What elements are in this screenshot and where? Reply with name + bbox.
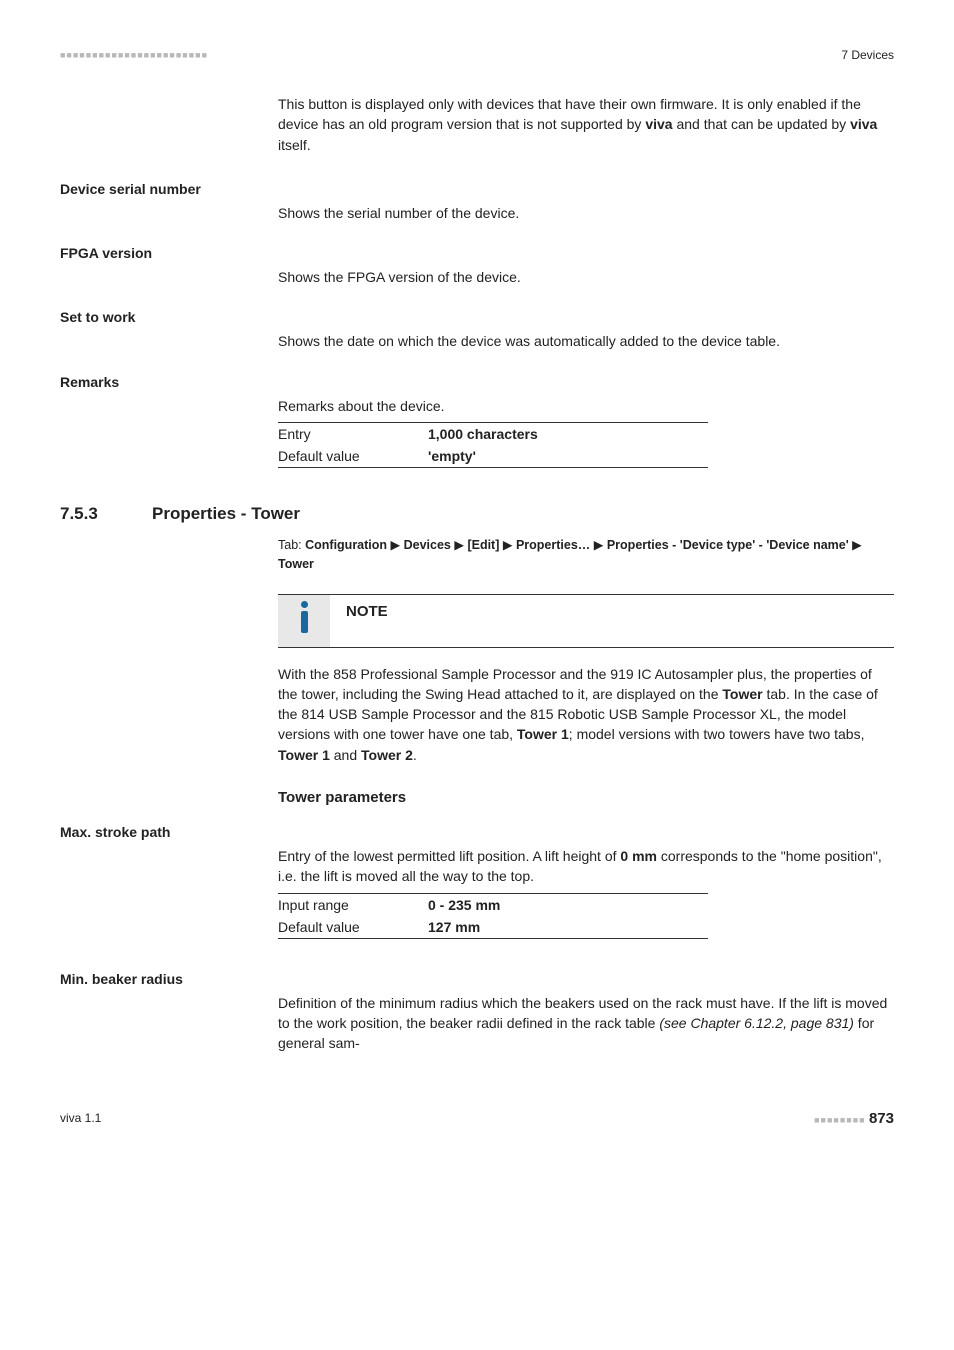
tab-path: Tab: Configuration ▶ Devices ▶ [Edit] ▶ … xyxy=(278,536,894,574)
max-stroke-default-key: Default value xyxy=(278,919,428,935)
tower-params-heading: Tower parameters xyxy=(278,789,894,806)
field-desc-device-serial xyxy=(278,179,894,197)
page-footer: viva 1.1 ■■■■■■■■ 873 xyxy=(60,1110,894,1127)
section-title: Properties - Tower xyxy=(152,504,300,524)
field-label-set-to-work: Set to work xyxy=(60,307,278,325)
field-desc-max-stroke: Entry of the lowest permitted lift posit… xyxy=(278,846,894,887)
max-stroke-table: Input range 0 - 235 mm Default value 127… xyxy=(278,893,708,939)
remarks-entry-row: Entry 1,000 characters xyxy=(278,423,708,445)
max-stroke-range-val: 0 - 235 mm xyxy=(428,897,708,913)
field-desc-device-serial-text: Shows the serial number of the device. xyxy=(278,203,894,223)
max-stroke-default-val: 127 mm xyxy=(428,919,708,935)
field-remarks: Remarks xyxy=(60,372,894,390)
field-label-device-serial: Device serial number xyxy=(60,179,278,197)
field-device-serial: Device serial number xyxy=(60,179,894,197)
remarks-default-key: Default value xyxy=(278,448,428,464)
field-label-fpga: FPGA version xyxy=(60,243,278,261)
info-icon xyxy=(278,595,330,647)
field-fpga: FPGA version xyxy=(60,243,894,261)
field-label-max-stroke: Max. stroke path xyxy=(60,822,278,840)
intro-paragraph: This button is displayed only with devic… xyxy=(278,94,894,155)
field-max-stroke: Max. stroke path xyxy=(60,822,894,840)
field-desc-remarks: Remarks about the device. xyxy=(278,396,894,416)
field-desc-set-to-work: Shows the date on which the device was a… xyxy=(278,331,894,351)
field-desc-min-beaker: Definition of the minimum radius which t… xyxy=(278,993,894,1054)
header-section-label: 7 Devices xyxy=(841,48,894,62)
footer-dashes: ■■■■■■■■ xyxy=(814,1115,866,1125)
note-label: NOTE xyxy=(330,595,894,647)
max-stroke-range-key: Input range xyxy=(278,897,428,913)
max-stroke-default-row: Default value 127 mm xyxy=(278,916,708,938)
field-label-min-beaker: Min. beaker radius xyxy=(60,969,278,987)
header-dashes: ■■■■■■■■■■■■■■■■■■■■■■■ xyxy=(60,50,208,60)
remarks-entry-key: Entry xyxy=(278,426,428,442)
remarks-default-row: Default value 'empty' xyxy=(278,445,708,467)
note-body: With the 858 Professional Sample Process… xyxy=(278,648,894,765)
field-desc-fpga: Shows the FPGA version of the device. xyxy=(278,267,894,287)
field-label-remarks: Remarks xyxy=(60,372,278,390)
page-header: ■■■■■■■■■■■■■■■■■■■■■■■ 7 Devices xyxy=(60,48,894,62)
footer-right: ■■■■■■■■ 873 xyxy=(814,1110,894,1127)
section-number: 7.5.3 xyxy=(60,504,122,524)
field-min-beaker: Min. beaker radius xyxy=(60,969,894,987)
remarks-entry-val: 1,000 characters xyxy=(428,426,708,442)
footer-left: viva 1.1 xyxy=(60,1111,101,1125)
footer-page-number: 873 xyxy=(869,1110,894,1127)
field-set-to-work: Set to work xyxy=(60,307,894,325)
note-header: NOTE xyxy=(278,594,894,648)
remarks-default-val: 'empty' xyxy=(428,448,708,464)
note-box: NOTE With the 858 Professional Sample Pr… xyxy=(278,594,894,765)
section-header: 7.5.3 Properties - Tower xyxy=(60,504,894,524)
remarks-table: Entry 1,000 characters Default value 'em… xyxy=(278,422,708,468)
max-stroke-range-row: Input range 0 - 235 mm xyxy=(278,894,708,916)
